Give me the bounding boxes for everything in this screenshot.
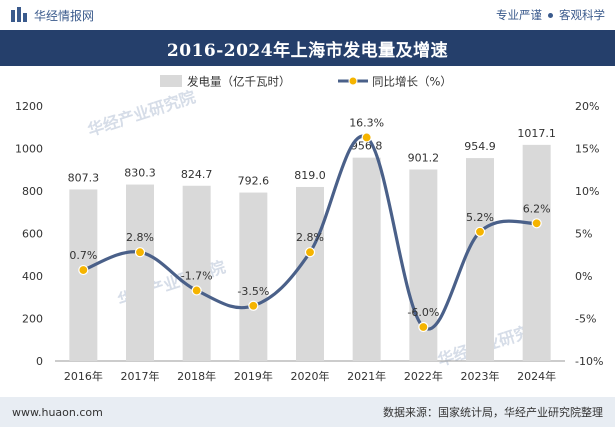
growth-point-label: 2.8% (296, 231, 324, 244)
growth-point (531, 218, 542, 229)
growth-point (78, 264, 89, 276)
x-tick-label: 2017年 (121, 369, 160, 383)
y-left-tick-label: 0 (36, 355, 43, 368)
growth-point (248, 300, 259, 311)
x-tick-label: 2024年 (517, 369, 556, 383)
growth-point-label: 0.7% (69, 249, 97, 262)
bars (69, 144, 551, 361)
title-bar: 2016-2024年上海市发电量及增速 (0, 30, 615, 66)
legend-bar-swatch (160, 75, 182, 87)
bar (466, 158, 494, 361)
bar-value-label: 1017.1 (517, 127, 556, 140)
watermark-text: 华经产业研究院 (85, 87, 197, 140)
y-left-tick-label: 1000 (15, 143, 43, 156)
bar-value-label: 819.0 (294, 169, 326, 182)
brand-name: 华经情报网 (34, 8, 95, 23)
growth-points (78, 132, 542, 333)
growth-point-label: 16.3% (349, 116, 384, 129)
x-tick-label: 2021年 (347, 369, 386, 383)
growth-point-label: 2.8% (126, 231, 154, 244)
growth-line-layer (82, 134, 537, 331)
bar-value-label: 824.7 (181, 168, 213, 181)
growth-point-label: 6.2% (523, 202, 551, 215)
x-tick-label: 2023年 (461, 369, 500, 383)
y-right-tick-label: 15% (575, 143, 599, 156)
bar (296, 186, 324, 361)
tagline-dot-icon (548, 12, 553, 18)
y-left-tick-label: 200 (22, 313, 43, 326)
bar (409, 169, 438, 361)
growth-point (134, 247, 146, 258)
bar (239, 192, 268, 361)
legend: 发电量（亿千瓦时） 同比增长（%） (160, 75, 452, 89)
x-tick-label: 2018年 (177, 369, 216, 383)
x-tick-label: 2020年 (291, 369, 330, 383)
growth-point (361, 132, 372, 143)
legend-line-label: 同比增长（%） (372, 75, 452, 89)
growth-line (82, 134, 537, 331)
bar (352, 157, 381, 361)
bar (522, 144, 551, 361)
bar-value-label: 807.3 (68, 171, 100, 184)
x-tick-label: 2016年 (64, 369, 103, 383)
legend-bar-label: 发电量（亿千瓦时） (187, 75, 291, 89)
growth-point-labels: 0.7% 2.8% -1.7% -3.5% 2.8% 16.3% -6.0% 5.2% 6.2% (69, 116, 550, 319)
y-right-tick-label: -5% (575, 313, 596, 326)
bar-value-label: 954.9 (464, 140, 496, 153)
growth-point-label: -1.7% (181, 269, 213, 282)
x-tick-label: 2022年 (404, 369, 443, 383)
legend-line-marker (348, 76, 358, 86)
y-right-tick-label: 0% (575, 270, 592, 283)
y-right-tick-label: 5% (575, 228, 592, 241)
huajing-logo-icon (11, 7, 27, 22)
growth-point (418, 321, 429, 333)
growth-point-label: 5.2% (466, 211, 494, 224)
bar-value-label: 792.6 (238, 175, 270, 188)
chart-title: 2016-2024年上海市发电量及增速 (166, 40, 449, 61)
y-left-tick-label: 400 (22, 270, 43, 283)
top-bar: 华经情报网 专业严谨 客观科学 (0, 0, 615, 30)
growth-point-label: -6.0% (407, 306, 439, 319)
growth-point-label: -3.5% (237, 285, 269, 298)
bar-value-label: 901.2 (408, 151, 440, 164)
footer-source: 数据来源：国家统计局，华经产业研究院整理 (383, 406, 603, 419)
bar (69, 189, 98, 361)
bar-value-label: 830.3 (124, 167, 156, 180)
chart: 华经产业研究院华经产业研究院华经产业研究院 发电量（亿千瓦时）同比增长（%） 0… (15, 75, 603, 384)
bar (182, 185, 211, 361)
y-left-tick-label: 800 (22, 185, 43, 198)
growth-point (304, 247, 316, 258)
y-right-tick-label: -10% (575, 355, 603, 368)
brand[interactable]: 华经情报网 (10, 6, 94, 24)
footer-url[interactable]: www.huaon.com (12, 405, 103, 419)
footer: www.huaon.com 数据来源：国家统计局，华经产业研究院整理 (0, 397, 615, 427)
y-right-tick-label: 10% (575, 185, 599, 198)
y-left-tick-label: 1200 (15, 100, 43, 113)
tagline: 专业严谨 客观科学 (496, 7, 605, 23)
x-tick-label: 2019年 (234, 369, 273, 383)
tagline-right: 客观科学 (559, 8, 605, 22)
growth-point (474, 226, 486, 237)
y-right-tick-label: 20% (575, 100, 599, 113)
bar (126, 184, 154, 361)
tagline-left: 专业严谨 (496, 8, 542, 22)
y-left-tick-label: 600 (22, 228, 43, 241)
growth-point (191, 285, 202, 296)
